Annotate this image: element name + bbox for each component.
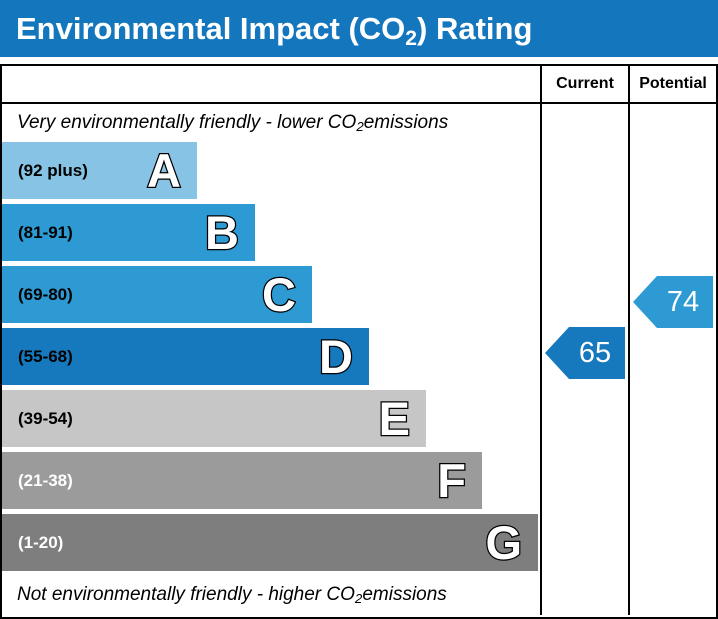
band-c-range: (69-80) — [18, 284, 73, 304]
top-note-subscript: 2 — [356, 119, 364, 135]
table-header-row: Current Potential — [2, 66, 716, 104]
band-a-letter: A — [146, 144, 182, 197]
chart-title-bar: Environmental Impact (CO2) Rating — [0, 0, 718, 57]
band-d-range: (55-68) — [18, 346, 73, 366]
current-column: 65 — [540, 104, 628, 615]
table-body: Very environmentally friendly - lower CO… — [2, 104, 716, 615]
band-e-range: (39-54) — [18, 408, 73, 428]
band-g-range: (1-20) — [18, 532, 64, 552]
band-g-letter: G — [484, 516, 523, 569]
potential-rating-arrow: 74 — [633, 276, 713, 328]
band-a-range: (92 plus) — [18, 160, 88, 180]
band-b-letter: B — [204, 206, 240, 259]
bands-column: Very environmentally friendly - lower CO… — [2, 104, 540, 615]
band-c-letter: C — [261, 268, 297, 321]
band-f-letter: F — [436, 454, 467, 507]
band-d-letter: D — [318, 330, 354, 383]
current-rating-value: 65 — [578, 336, 612, 369]
band-b: (81-91) B — [2, 204, 255, 261]
potential-column: 74 — [628, 104, 716, 615]
potential-column-header: Potential — [628, 66, 716, 102]
current-rating-arrow: 65 — [545, 327, 625, 379]
band-a: (92 plus) A — [2, 142, 197, 199]
top-note: Very environmentally friendly - lower CO… — [17, 112, 449, 135]
band-f-range: (21-38) — [18, 470, 73, 490]
bottom-note: Not environmentally friendly - higher CO… — [17, 584, 447, 607]
band-f: (21-38) F — [2, 452, 482, 509]
band-e: (39-54) E — [2, 390, 426, 447]
title-subscript: 2 — [405, 27, 418, 51]
band-e-letter: E — [377, 392, 411, 445]
band-c: (69-80) C — [2, 266, 312, 323]
bottom-note-subscript: 2 — [354, 591, 363, 607]
current-column-header: Current — [540, 66, 628, 102]
band-d: (55-68) D — [2, 328, 369, 385]
header-spacer — [2, 66, 540, 102]
chart-title: Environmental Impact (CO2) Rating — [16, 10, 533, 51]
band-g: (1-20) G — [2, 514, 538, 571]
title-table-gap — [0, 57, 718, 64]
potential-rating-value: 74 — [666, 285, 700, 318]
rating-table: Current Potential Very environmentally f… — [0, 64, 718, 619]
band-b-range: (81-91) — [18, 222, 73, 242]
